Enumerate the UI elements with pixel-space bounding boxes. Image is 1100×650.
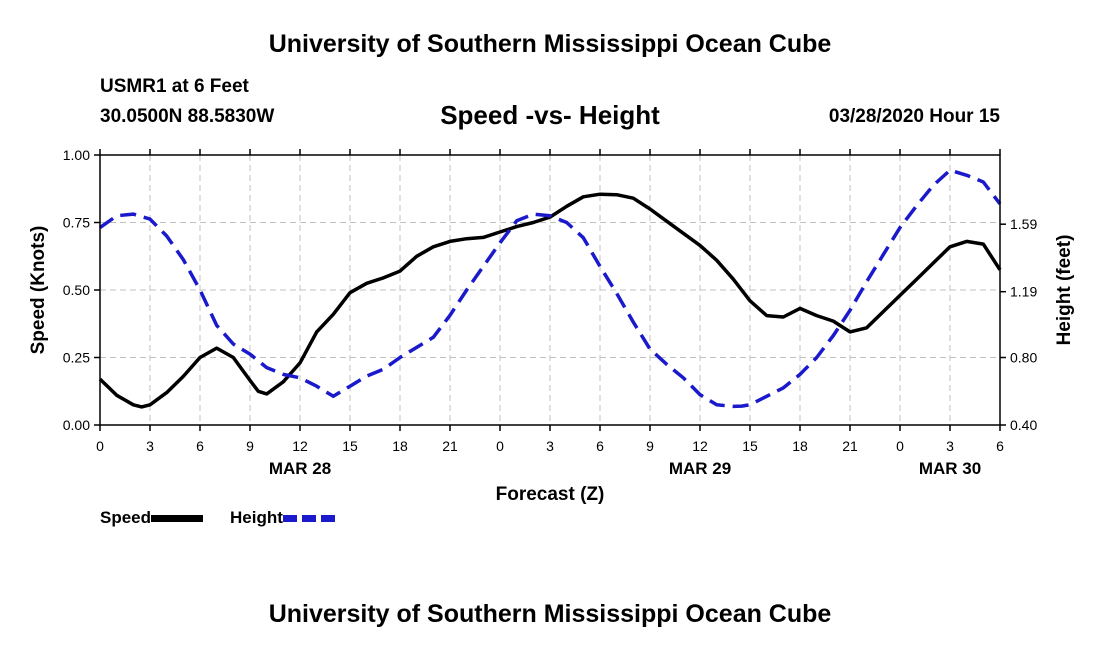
legend-item-speed: Speed	[100, 508, 204, 528]
page-title-bottom: University of Southern Mississippi Ocean…	[268, 600, 832, 628]
legend-swatch-height	[282, 515, 335, 523]
x-tick-label: 0	[496, 438, 504, 454]
legend-item-height: Height	[230, 508, 335, 528]
x-tick-label: 3	[546, 438, 554, 454]
series-line-speed	[98, 192, 1002, 409]
y-tick-label-right: 1.59	[1010, 216, 1037, 232]
y-tick-label-left: 1.00	[63, 147, 90, 163]
forecast-runtime: 03/28/2020 Hour 15	[828, 106, 1000, 127]
y-axis-title-right: Height (feet)	[1054, 235, 1075, 346]
axes: 0 3 6 9 12 15 18 21 0 3 6 9 12 15 18 21 0 3 6 0.00 0.25 0.50 0…	[28, 147, 1075, 505]
y-tick-label-left: 0.50	[63, 282, 90, 298]
x-tick-label: 18	[392, 438, 408, 454]
date-label: MAR 28	[269, 459, 331, 478]
x-tick-label: 9	[246, 438, 254, 454]
station-label: USMR1 at 6 Feet	[100, 76, 249, 97]
coordinates-label: 30.0500N 88.5830W	[100, 106, 275, 127]
date-label: MAR 29	[669, 459, 731, 478]
y-tick-label-right: 0.40	[1010, 417, 1037, 433]
x-tick-label: 6	[996, 438, 1004, 454]
date-label: MAR 30	[919, 459, 981, 478]
x-tick-label: 0	[96, 438, 104, 454]
x-tick-label: 21	[842, 438, 858, 454]
legend-label-speed: Speed	[100, 508, 152, 527]
x-tick-label: 15	[342, 438, 358, 454]
y-tick-label-right: 0.80	[1010, 350, 1037, 366]
x-tick-label: 0	[896, 438, 904, 454]
x-tick-label: 6	[196, 438, 204, 454]
legend-swatch-speed	[151, 515, 204, 523]
x-tick-label: 3	[946, 438, 954, 454]
series-layer	[98, 168, 1002, 409]
y-tick-label-left: 0.75	[63, 215, 90, 231]
x-tick-label: 3	[146, 438, 154, 454]
y-tick-label-left: 0.25	[63, 350, 90, 366]
x-tick-label: 12	[292, 438, 308, 454]
x-tick-label: 6	[596, 438, 604, 454]
y-tick-label-right: 1.19	[1010, 284, 1037, 300]
x-axis-title: Forecast (Z)	[496, 484, 605, 505]
y-axis-title-left: Speed (Knots)	[28, 226, 49, 355]
x-tick-label: 12	[692, 438, 708, 454]
legend-label-height: Height	[230, 508, 283, 527]
series-line-height	[98, 168, 1002, 409]
x-tick-label: 18	[792, 438, 808, 454]
x-tick-label: 15	[742, 438, 758, 454]
x-tick-label: 21	[442, 438, 458, 454]
page-title-top: University of Southern Mississippi Ocean…	[268, 30, 832, 58]
chart-subtitle: Speed -vs- Height	[440, 100, 660, 130]
y-tick-label-left: 0.00	[63, 417, 90, 433]
grid	[100, 155, 1000, 425]
x-tick-label: 9	[646, 438, 654, 454]
